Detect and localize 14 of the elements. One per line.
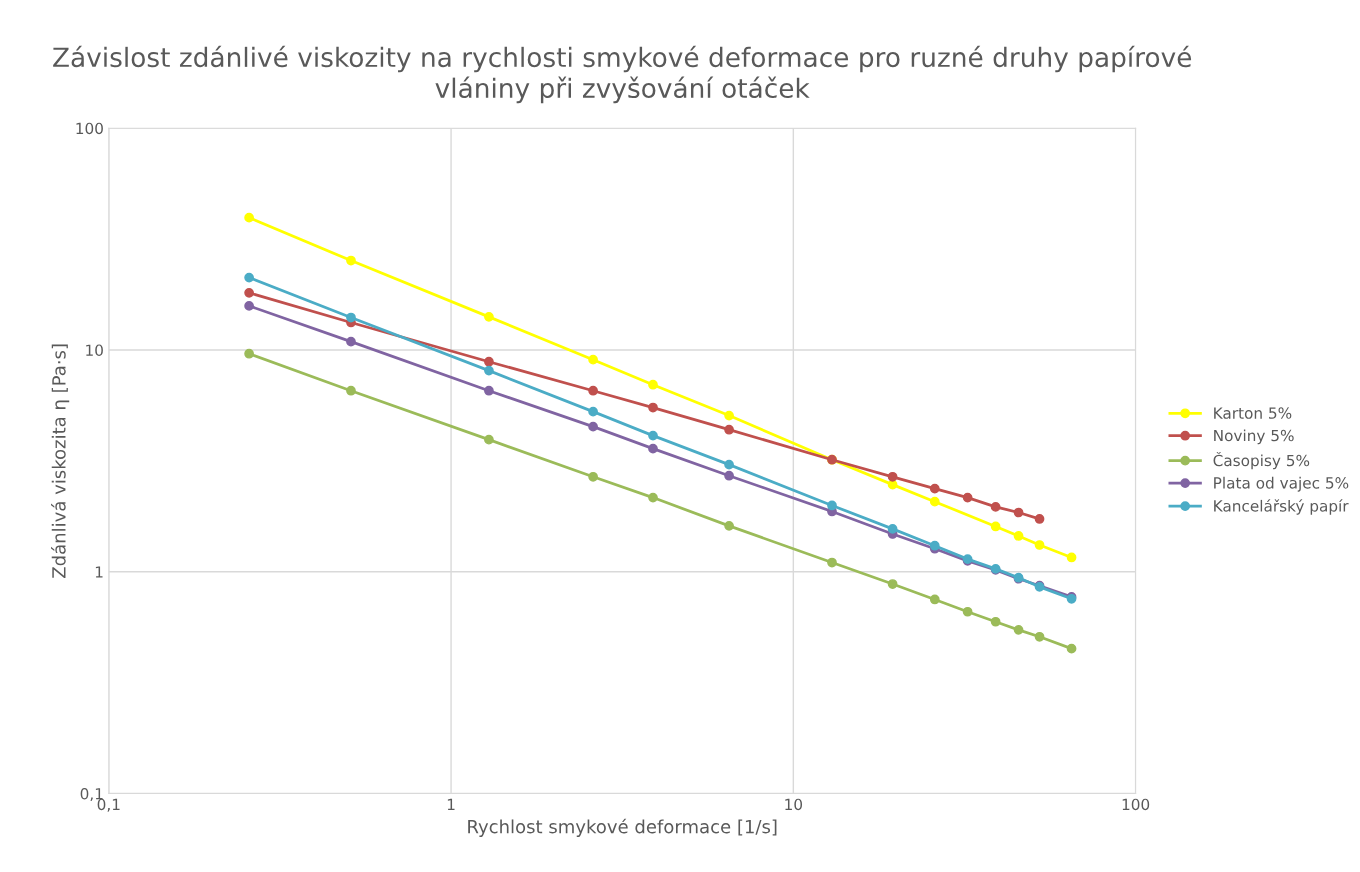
y-tick-label: 1 (95, 566, 103, 578)
y-axis-title: Zdánlivá viskozita η [Pa·s] (51, 344, 70, 578)
legend-label: Noviny 5% (1214, 429, 1294, 445)
x-tick-label: 100 (1122, 798, 1150, 811)
x-axis-title: Rychlost smykové deformace [1/s] (468, 818, 777, 837)
y-tick-label: 100 (76, 122, 103, 135)
legend-label: Časopisy 5% (1213, 451, 1310, 470)
x-tick-label: 10 (785, 798, 803, 811)
legend-label: Plata od vajec 5% (1214, 476, 1349, 492)
legend-label: Kancelářský papír (1214, 499, 1349, 515)
x-tick-label: 1 (447, 798, 455, 810)
y-tick-label: 10 (86, 344, 103, 356)
chart-title: Závislost zdánlivé viskozity na rychlosti smykové deformace pro ruzné druhy papírové vlániny při zvyšování otáček (53, 45, 1192, 104)
legend-label: Karton 5% (1214, 407, 1292, 419)
